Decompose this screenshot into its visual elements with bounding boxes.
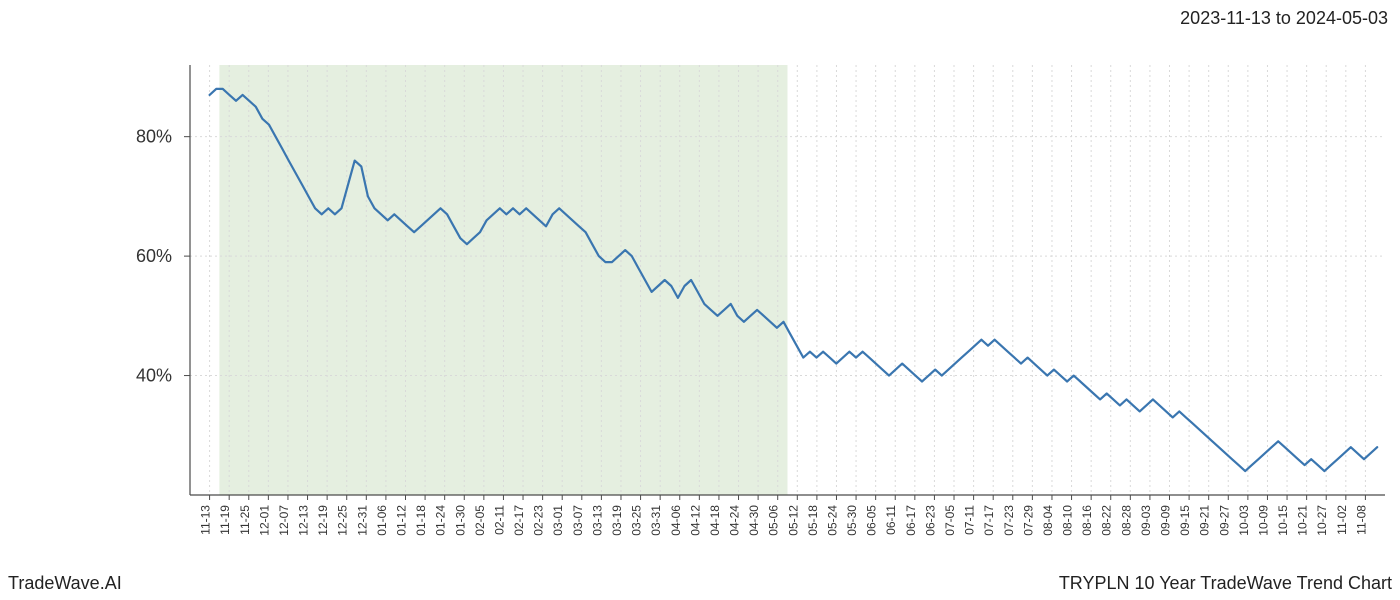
x-tick-label: 07-23 [1002, 505, 1016, 536]
x-tick-label: 03-19 [610, 505, 624, 536]
x-tick-label: 09-09 [1159, 505, 1173, 536]
x-tick-label: 09-03 [1139, 505, 1153, 536]
x-tick-label: 06-11 [884, 505, 898, 535]
x-tick-label: 05-24 [825, 505, 839, 536]
x-tick-label: 12-31 [355, 505, 369, 536]
x-tick-label: 03-31 [649, 505, 663, 536]
x-tick-label: 08-10 [1061, 505, 1075, 536]
x-tick-label: 04-24 [728, 505, 742, 536]
x-tick-label: 08-28 [1119, 505, 1133, 536]
x-tick-label: 01-24 [434, 505, 448, 536]
x-tick-label: 02-05 [473, 505, 487, 536]
x-tick-label: 04-06 [669, 505, 683, 536]
x-tick-label: 03-01 [551, 505, 565, 536]
x-tick-label: 01-30 [453, 505, 467, 536]
x-tick-label: 08-22 [1100, 505, 1114, 536]
y-tick-label: 40% [136, 366, 172, 386]
x-tick-label: 03-25 [630, 505, 644, 536]
x-tick-label: 12-19 [316, 505, 330, 536]
x-tick-label: 12-07 [277, 505, 291, 536]
x-tick-label: 11-19 [218, 505, 232, 535]
x-tick-label: 03-07 [571, 505, 585, 536]
x-tick-label: 11-25 [238, 505, 252, 535]
x-tick-label: 10-15 [1276, 505, 1290, 536]
x-tick-label: 06-05 [865, 505, 879, 536]
x-tick-label: 07-05 [943, 505, 957, 536]
x-tick-label: 07-29 [1021, 505, 1035, 536]
x-tick-label: 02-17 [512, 505, 526, 536]
brand-label: TradeWave.AI [8, 573, 122, 594]
x-tick-label: 05-06 [767, 505, 781, 536]
x-tick-label: 08-04 [1041, 505, 1055, 536]
x-tick-label: 06-17 [904, 505, 918, 536]
x-tick-label: 05-30 [845, 505, 859, 536]
x-tick-label: 10-03 [1237, 505, 1251, 536]
x-tick-label: 04-30 [747, 505, 761, 536]
x-tick-label: 12-13 [297, 505, 311, 536]
x-tick-label: 05-12 [786, 505, 800, 536]
x-tick-label: 11-08 [1354, 505, 1368, 535]
x-tick-label: 07-17 [982, 505, 996, 536]
x-tick-label: 09-27 [1217, 505, 1231, 536]
y-tick-label: 80% [136, 127, 172, 147]
x-tick-label: 10-27 [1315, 505, 1329, 536]
x-tick-label: 10-21 [1296, 505, 1310, 536]
x-tick-label: 08-16 [1080, 505, 1094, 536]
x-tick-label: 01-12 [394, 505, 408, 536]
date-range-label: 2023-11-13 to 2024-05-03 [1180, 8, 1388, 29]
x-tick-label: 12-25 [336, 505, 350, 536]
x-tick-label: 10-09 [1256, 505, 1270, 536]
y-tick-label: 60% [136, 246, 172, 266]
x-tick-label: 12-01 [257, 505, 271, 536]
x-tick-label: 04-18 [708, 505, 722, 536]
x-tick-label: 03-13 [590, 505, 604, 536]
x-tick-label: 09-15 [1178, 505, 1192, 536]
x-tick-label: 11-13 [199, 505, 213, 535]
x-tick-label: 02-11 [492, 505, 506, 535]
x-tick-label: 01-06 [375, 505, 389, 536]
trend-chart: 40% 60% 80% 11-13 11-19 11-25 12-01 12-07 12-13 1… [0, 40, 1400, 560]
x-tick-label: 06-23 [923, 505, 937, 536]
x-tick-label: 05-18 [806, 505, 820, 536]
x-tick-label: 07-11 [963, 505, 977, 535]
x-tick-label: 02-23 [532, 505, 546, 536]
x-tick-label: 11-02 [1335, 505, 1349, 535]
x-tick-label: 01-18 [414, 505, 428, 536]
x-tick-label: 04-12 [688, 505, 702, 536]
chart-title: TRYPLN 10 Year TradeWave Trend Chart [1059, 573, 1392, 594]
x-tick-label: 09-21 [1198, 505, 1212, 536]
